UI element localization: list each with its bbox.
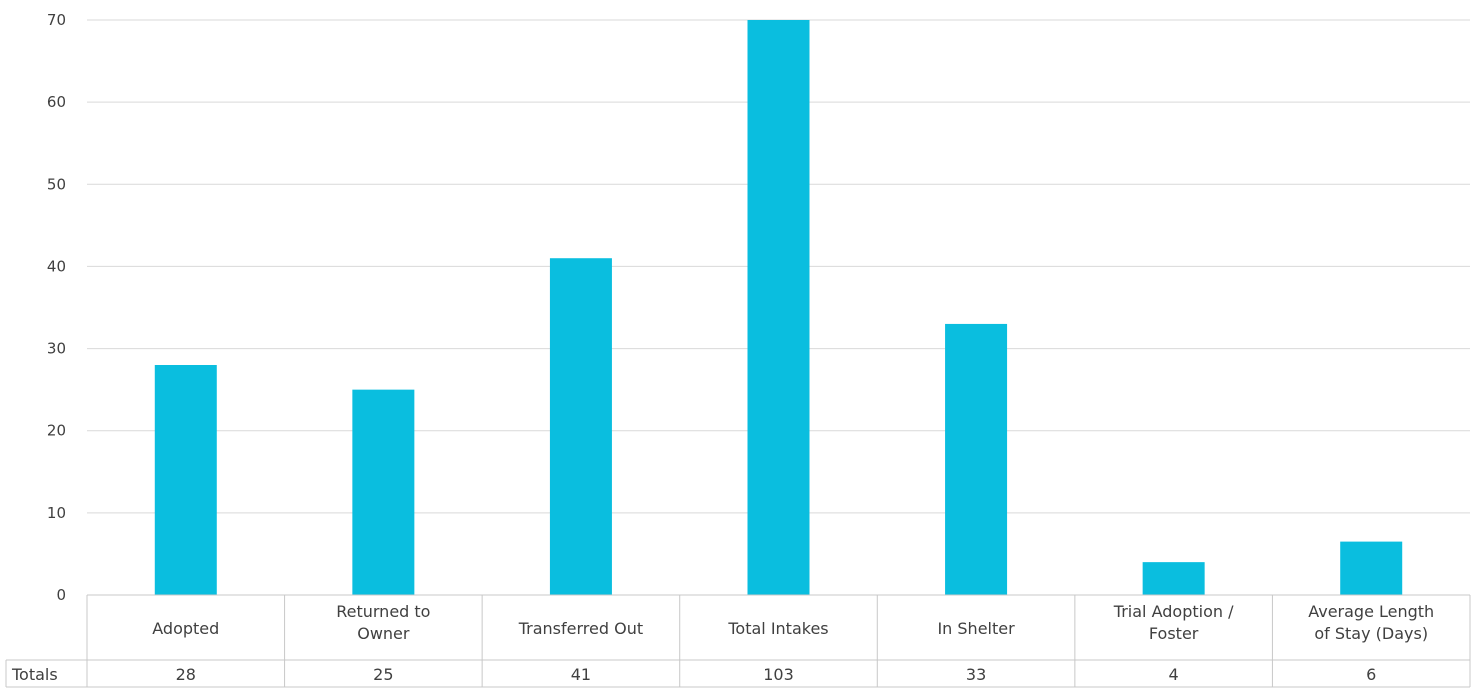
- table-value: 4: [1169, 665, 1179, 684]
- category-label: Average Length of Stay (Days): [1308, 602, 1434, 643]
- y-tick-label: 0: [56, 586, 66, 604]
- y-tick-label: 10: [47, 504, 66, 522]
- y-tick-label: 20: [47, 422, 66, 440]
- y-tick-label: 30: [47, 340, 66, 358]
- category-label: Transferred Out: [518, 619, 643, 638]
- table-row-label: Totals: [11, 665, 58, 684]
- table-value: 103: [763, 665, 794, 684]
- bar: [352, 389, 415, 595]
- category-label: In Shelter: [937, 619, 1015, 638]
- bar: [1340, 541, 1403, 595]
- bar-series-totals: [154, 20, 1403, 595]
- category-label: Trial Adoption / Foster: [1113, 602, 1234, 643]
- table-value: 28: [176, 665, 196, 684]
- y-tick-label: 70: [47, 11, 66, 29]
- table-value: 25: [373, 665, 393, 684]
- bar: [945, 323, 1008, 595]
- table-value: 33: [966, 665, 986, 684]
- category-label: Returned to Owner: [336, 602, 430, 643]
- bar: [1142, 562, 1205, 595]
- table-value: 6: [1366, 665, 1376, 684]
- y-tick-label: 60: [47, 93, 66, 111]
- table-value: 41: [571, 665, 591, 684]
- y-tick-label: 40: [47, 257, 66, 275]
- bar: [747, 20, 810, 595]
- category-label: Adopted: [152, 619, 219, 638]
- bar: [549, 258, 612, 595]
- category-label: Total Intakes: [727, 619, 828, 638]
- data-table: Adopted Returned to Owner Transferred Out To…: [5, 594, 1471, 688]
- y-axis: 0 10 20 30 40 50 60 70: [47, 11, 66, 604]
- y-tick-label: 50: [47, 175, 66, 193]
- bar: [154, 365, 217, 595]
